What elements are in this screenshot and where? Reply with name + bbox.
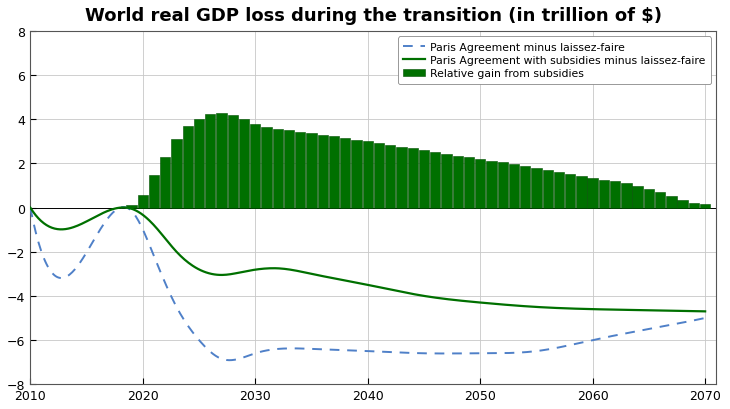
Bar (677, 200, 688, 208)
Bar (464, 158, 474, 208)
Bar (688, 203, 699, 208)
Bar (441, 155, 452, 208)
Bar (374, 144, 384, 208)
Bar (542, 171, 553, 208)
Bar (194, 120, 204, 208)
Bar (284, 131, 294, 208)
Bar (272, 130, 283, 208)
Bar (610, 182, 620, 208)
Bar (160, 157, 170, 208)
Bar (565, 175, 575, 208)
Title: World real GDP loss during the transition (in trillion of $): World real GDP loss during the transitio… (85, 7, 662, 25)
Bar (138, 196, 148, 208)
Bar (307, 134, 317, 208)
Bar (351, 140, 361, 208)
Bar (588, 178, 598, 208)
Bar (621, 184, 631, 208)
Bar (396, 147, 407, 208)
Bar (430, 153, 440, 208)
Bar (126, 205, 137, 208)
Bar (520, 166, 531, 208)
Bar (453, 156, 463, 208)
Bar (509, 165, 519, 208)
Bar (205, 115, 215, 208)
Bar (644, 189, 654, 208)
Bar (576, 177, 587, 208)
Bar (419, 151, 429, 208)
Bar (250, 124, 261, 208)
Legend: Paris Agreement minus laissez-faire, Paris Agreement with subsidies minus laisse: Paris Agreement minus laissez-faire, Par… (398, 37, 711, 85)
Bar (172, 140, 182, 208)
Bar (228, 116, 238, 208)
Bar (340, 139, 350, 208)
Bar (666, 197, 677, 208)
Bar (149, 175, 159, 208)
Bar (475, 160, 485, 208)
Bar (328, 137, 339, 208)
Bar (655, 193, 665, 208)
Bar (385, 146, 396, 208)
Bar (295, 133, 305, 208)
Bar (531, 169, 542, 208)
Bar (599, 180, 609, 208)
Bar (216, 113, 227, 208)
Bar (498, 163, 508, 208)
Bar (318, 135, 328, 208)
Bar (239, 120, 249, 208)
Bar (486, 162, 496, 208)
Bar (182, 127, 193, 208)
Bar (363, 142, 373, 208)
Bar (700, 205, 710, 208)
Bar (554, 173, 564, 208)
Bar (407, 149, 418, 208)
Bar (261, 128, 272, 208)
Bar (632, 187, 643, 208)
